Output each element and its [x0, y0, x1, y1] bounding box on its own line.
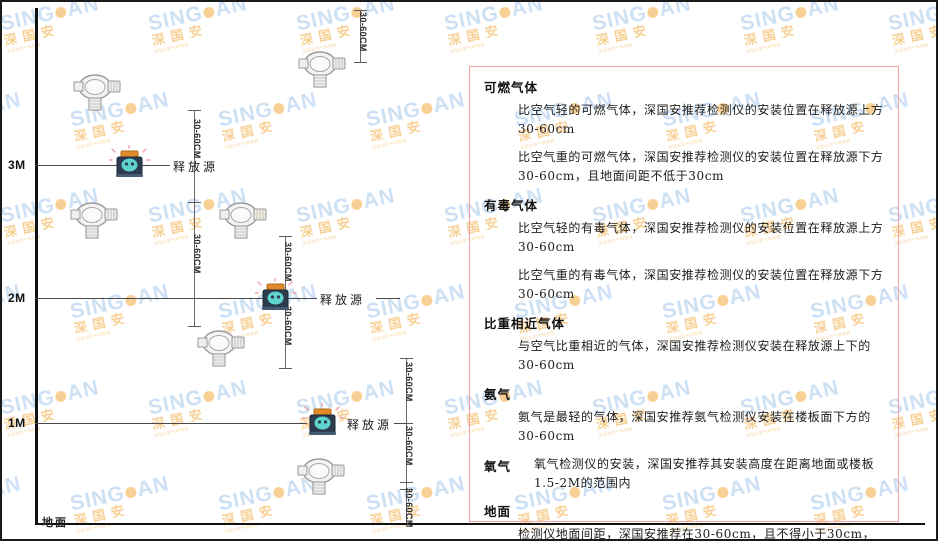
guideline-section: 有毒气体比空气轻的有毒气体，深国安推荐检测仪的安装位置在释放源上方30-60cm… — [484, 195, 884, 304]
gas-detector-icon — [65, 198, 123, 249]
gridline-1m — [35, 423, 307, 424]
gridline-3m — [35, 165, 170, 166]
section-heading: 氧气 — [484, 459, 512, 474]
dimension-line-left — [194, 110, 195, 326]
guideline-section: 可燃气体比空气轻的可燃气体，深国安推荐检测仪的安装位置在释放源上方30-60cm… — [484, 77, 884, 186]
section-paragraph: 氨气是最轻的气体，深国安推荐氨气检测仪安装在楼板面下方的30-60cm — [518, 410, 871, 443]
dimension-label: 30-60CM — [283, 242, 293, 282]
gas-detector-icon — [214, 198, 272, 249]
dimension-tick — [400, 423, 413, 424]
dimension-tick — [279, 368, 292, 369]
section-paragraph: 氧气检测仪的安装，深国安推荐其安装高度在距离地面或楼板1.5-2M的范围内 — [534, 457, 875, 490]
release-source-label: 释放源 — [320, 293, 366, 307]
release-source-label: 释放源 — [173, 160, 219, 174]
gridline-2m — [35, 298, 317, 299]
dimension-tick — [188, 326, 201, 327]
installation-height-diagram: 3M 2M 1M 地面 30-60CM 30-60CM 30-60CM 30-6… — [2, 2, 925, 539]
source-connector — [394, 423, 406, 424]
dimension-label: 30-60CM — [404, 362, 414, 402]
dimension-tick — [400, 482, 413, 483]
section-paragraph: 检测仪地面间距，深国安推荐在30-60cm，且不得小于30cm，因为过低容易水溅… — [518, 527, 876, 541]
section-paragraph: 比空气重的可燃气体，深国安推荐检测仪的安装位置在释放源下方30-60cm，且地面… — [518, 150, 884, 183]
dimension-label: 30-60CM — [192, 234, 202, 274]
dimension-tick — [400, 489, 413, 490]
dimension-label: 30-60CM — [404, 426, 414, 466]
guideline-section: 比重相近气体与空气比重相近的气体，深国安推荐检测仪安装在释放源上下的30-60c… — [484, 313, 884, 375]
gas-detector-icon — [292, 454, 350, 505]
section-heading: 比重相近气体 — [484, 316, 566, 331]
section-heading: 可燃气体 — [484, 80, 539, 95]
source-connector — [376, 298, 400, 299]
dimension-line-right — [406, 358, 407, 523]
section-heading: 氨气 — [484, 387, 512, 402]
section-heading: 有毒气体 — [484, 198, 539, 213]
gas-detector-icon — [68, 70, 126, 121]
release-source-icon — [254, 277, 297, 321]
dimension-label: 30-60CM — [192, 119, 202, 159]
axis-label-3m: 3M — [8, 158, 26, 172]
release-source-label: 释放源 — [347, 418, 393, 432]
ground-baseline — [35, 523, 925, 525]
dimension-tick — [188, 202, 201, 203]
release-source-icon — [108, 144, 151, 188]
vertical-axis — [35, 8, 38, 523]
gas-detector-icon — [192, 326, 250, 377]
guideline-section: 地面检测仪地面间距，深国安推荐在30-60cm，且不得小于30cm，因为过低容易… — [484, 501, 884, 541]
axis-label-1m: 1M — [8, 416, 26, 430]
axis-label-2m: 2M — [8, 291, 26, 305]
section-paragraph: 与空气比重相近的气体，深国安推荐检测仪安装在释放源上下的30-60cm — [518, 339, 871, 372]
gas-detector-icon — [293, 47, 351, 98]
dimension-tick — [400, 358, 413, 359]
dimension-tick — [279, 236, 292, 237]
section-heading: 地面 — [484, 504, 512, 519]
section-paragraph: 比空气轻的有毒气体，深国安推荐检测仪的安装位置在释放源上方30-60cm — [518, 221, 884, 254]
section-paragraph: 比空气轻的可燃气体，深国安推荐检测仪的安装位置在释放源上方30-60cm — [518, 103, 884, 136]
dimension-tick — [354, 62, 367, 63]
ground-label: 地面 — [42, 516, 68, 529]
dimension-tick — [188, 110, 201, 111]
dimension-tick — [354, 10, 367, 11]
guideline-section: 氧气 氧气检测仪的安装，深国安推荐其安装高度在距离地面或楼板1.5-2M的范围内 — [484, 455, 884, 493]
guideline-section: 氨气 氨气是最轻的气体，深国安推荐氨气检测仪安装在楼板面下方的30-60cm — [484, 384, 884, 446]
dimension-label: 30-60CM — [404, 488, 414, 528]
installation-guidelines-panel: 可燃气体比空气轻的可燃气体，深国安推荐检测仪的安装位置在释放源上方30-60cm… — [469, 66, 899, 539]
dimension-label: 30-60CM — [358, 12, 368, 52]
release-source-icon — [301, 402, 344, 446]
dimension-line-top — [360, 10, 361, 62]
section-paragraph: 比空气重的有毒气体，深国安推荐检测仪的安装位置在释放源下方30-60cm — [518, 268, 884, 301]
